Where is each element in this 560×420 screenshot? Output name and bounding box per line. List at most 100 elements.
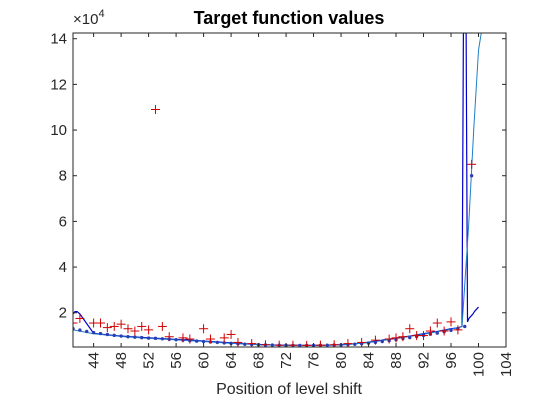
x-tick-label: 64 (223, 352, 240, 369)
x-tick-label: 68 (251, 352, 268, 369)
data-point-dot (91, 330, 96, 335)
x-tick-label: 60 (196, 352, 213, 369)
plot-layer (73, 33, 482, 347)
data-point-dot (463, 324, 467, 329)
data-point-plus (288, 340, 298, 347)
data-point-dot (380, 339, 384, 344)
data-point-plus (199, 324, 209, 334)
data-point-dot (243, 342, 247, 346)
data-point-dot (298, 343, 302, 347)
y-tick-label: 12 (50, 76, 67, 93)
data-point-dot (105, 332, 110, 337)
y-multiplier-exponent: 4 (98, 8, 104, 20)
y-multiplier-base: ×10 (73, 11, 98, 28)
data-point-dot (195, 339, 199, 343)
data-point-plus (219, 333, 229, 343)
data-point-dot (112, 333, 116, 338)
data-point-plus (329, 340, 339, 347)
data-point-plus (357, 337, 367, 347)
y-tick-label: 6 (59, 213, 67, 230)
data-point-plus (73, 318, 78, 328)
data-point-plus (102, 323, 112, 333)
data-point-plus (432, 318, 442, 328)
data-point-plus (439, 326, 449, 336)
x-tick-label: 44 (86, 352, 103, 369)
x-tick-label: 88 (388, 352, 405, 369)
data-point-dot (126, 335, 130, 339)
data-point-plus (391, 333, 401, 343)
data-point-plus (205, 334, 215, 344)
data-point-plus (123, 324, 133, 334)
axes-layer: 44 48 52 56 60 64 68 72 76 80 84 88 92 96 100 104246810… (50, 31, 515, 377)
data-point-plus (130, 326, 140, 336)
data-point-plus (260, 340, 270, 347)
data-point-dot (222, 341, 226, 345)
y-tick-label: 10 (50, 122, 67, 139)
data-point-plus (185, 334, 195, 344)
data-point-plus (164, 332, 174, 342)
data-point-plus (425, 326, 435, 336)
data-point-plus (315, 340, 325, 347)
data-point-plus (137, 321, 147, 331)
data-point-dot (85, 329, 89, 334)
data-point-plus (95, 318, 105, 328)
data-point-plus (453, 325, 463, 335)
y-tick-label: 14 (50, 31, 67, 48)
x-tick-label: 72 (278, 352, 295, 369)
data-point-dot (435, 331, 439, 335)
data-point-plus (405, 324, 415, 334)
data-point-dot (140, 335, 144, 340)
chart-title: Target function values (194, 8, 385, 28)
data-point-dot (98, 331, 103, 336)
data-point-plus (467, 159, 477, 169)
data-point-plus (157, 321, 167, 331)
data-point-plus (144, 325, 154, 335)
data-point-dot (174, 337, 178, 342)
x-tick-label: 56 (168, 352, 185, 369)
data-point-plus (116, 319, 126, 329)
data-point-plus (75, 313, 85, 323)
y-tick-label: 4 (59, 259, 67, 276)
data-point-dot (270, 343, 275, 347)
data-point-plus (419, 331, 429, 341)
x-tick-label: 96 (443, 352, 460, 369)
x-tick-label: 80 (333, 352, 350, 369)
x-tick-label: 76 (306, 352, 323, 369)
x-tick-label: 104 (498, 352, 515, 377)
series-plus (73, 105, 477, 347)
label-layer: Target function values Position of level… (73, 8, 384, 398)
y-multiplier-label: ×104 (73, 8, 105, 28)
data-point-dot (78, 328, 82, 332)
data-point-dot (408, 335, 412, 340)
data-point-plus (274, 340, 284, 347)
data-point-dot (153, 336, 158, 341)
x-axis-label: Position of level shift (216, 381, 362, 398)
data-point-dot (325, 343, 330, 347)
data-point-dot (353, 342, 357, 346)
x-tick-label: 52 (141, 352, 158, 369)
x-tick-label: 92 (416, 352, 433, 369)
data-point-dot (469, 174, 474, 178)
data-point-dot (201, 339, 206, 344)
data-point-dot (160, 337, 165, 341)
data-point-dot (215, 340, 220, 345)
y-tick-label: 2 (59, 305, 67, 322)
data-point-plus (109, 321, 119, 331)
data-point-plus (302, 340, 312, 347)
data-point-dot (146, 336, 151, 340)
data-point-dot (133, 335, 137, 339)
data-point-plus (398, 332, 408, 342)
x-tick-label: 100 (471, 352, 488, 377)
data-point-plus (150, 105, 160, 115)
data-point-plus (370, 335, 380, 345)
data-point-dot (449, 328, 453, 333)
data-point-plus (178, 333, 188, 343)
data-point-plus (446, 317, 456, 327)
y-tick-label: 8 (59, 168, 67, 185)
x-tick-label: 48 (113, 352, 130, 369)
data-point-plus (384, 334, 394, 344)
data-point-plus (233, 337, 243, 347)
x-tick-label: 84 (361, 352, 378, 369)
